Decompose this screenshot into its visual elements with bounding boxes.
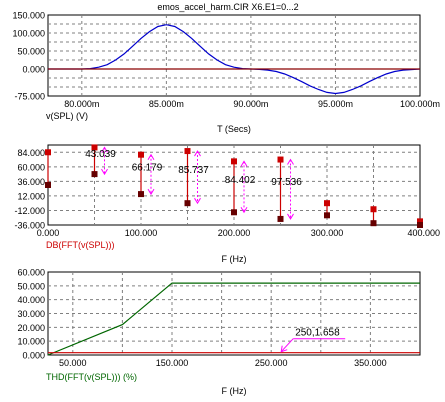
fft-x-tick-label: 400.000 xyxy=(407,228,440,238)
fft-marker-top xyxy=(45,149,51,156)
time-x-tick-label: 80.000m xyxy=(64,99,99,109)
window-title: emos_accel_harm.CIR X6.E1=0...2 xyxy=(157,2,298,12)
fft-annotation-arrow-head-top xyxy=(194,150,201,157)
thd-y-tick-label: 40.000 xyxy=(17,295,45,305)
fft-marker-bottom xyxy=(324,212,330,219)
fft-plot[interactable]: -36.000 -12.000 12.000 36.000 60.000 84.000 0… xyxy=(14,144,440,264)
fft-annotation-arrow-head-top xyxy=(240,160,248,167)
fft-marker-bottom xyxy=(184,200,191,207)
time-plot-series xyxy=(48,24,421,95)
time-plot-y-ticks: -75.000 0.000 50.000 100.000 150.000 xyxy=(12,11,45,102)
fft-annotation-arrow-head-bottom xyxy=(240,207,248,214)
fft-marker-top xyxy=(370,206,377,213)
fft-marker-top xyxy=(231,158,237,165)
thd-plot[interactable]: 0.000 10.000 20.000 30.000 40.000 50.000 60.00… xyxy=(17,268,421,397)
thd-annotation-leader xyxy=(280,338,294,353)
fft-plot-x-label: F (Hz) xyxy=(222,254,247,264)
fft-marker-bottom xyxy=(45,182,51,188)
fft-y-tick-label: -12.000 xyxy=(14,206,45,216)
time-y-tick-label: 0.000 xyxy=(22,65,45,75)
thd-plot-series xyxy=(47,282,420,356)
fft-annotation-arrow-head-bottom xyxy=(287,213,294,220)
thd-plot-annotations: 250,1.658 xyxy=(280,328,346,353)
fft-x-tick-label: 0.000 xyxy=(37,228,60,238)
fft-annotation-arrow-head-bottom xyxy=(147,188,155,196)
time-x-tick-label: 95.000m xyxy=(318,99,353,109)
fft-y-tick-label: 36.000 xyxy=(17,177,45,187)
fft-annotation-arrow-head-top xyxy=(101,146,108,153)
thd-annotation-label: 250,1.658 xyxy=(295,328,340,339)
thd-x-tick-label: 50.000 xyxy=(59,358,87,368)
fft-marker-top xyxy=(277,156,284,163)
fft-plot-annotations: 43.039 66.179 85.737 84.402 97.536 xyxy=(85,146,302,220)
fft-marker-bottom xyxy=(91,171,98,178)
time-plot-y-label: v(SPL) (V) xyxy=(46,111,88,121)
fft-y-tick-label: 84.000 xyxy=(17,148,45,158)
time-domain-plot[interactable]: -75.000 0.000 50.000 100.000 150.000 80.000m… xyxy=(12,11,440,135)
time-x-tick-label: 100.000m xyxy=(400,99,440,109)
thd-y-tick-label: 0.000 xyxy=(22,351,45,361)
thd-plot-y-label: THD(FFT(v(SPL))) (%) xyxy=(46,372,137,382)
fft-annotation-label: 84.402 xyxy=(225,175,256,186)
thd-plot-y-ticks: 0.000 10.000 20.000 30.000 40.000 50.000 60.00… xyxy=(17,268,45,361)
fft-y-tick-label: -36.000 xyxy=(14,221,45,231)
fft-marker-bottom xyxy=(138,191,144,198)
fft-annotation-label: 85.737 xyxy=(178,165,209,176)
fft-annotation-label: 43.039 xyxy=(85,149,116,160)
fft-marker-top xyxy=(417,218,423,225)
thd-y-tick-label: 60.000 xyxy=(17,268,45,278)
fft-plot-x-ticks: 0.000 100.000 200.000 300.000 400.000 xyxy=(37,228,440,238)
fft-marker-top xyxy=(324,200,330,207)
time-y-tick-label: -75.000 xyxy=(14,92,45,102)
thd-plot-grid xyxy=(48,272,420,355)
fft-marker-top xyxy=(91,144,98,151)
thd-y-tick-label: 20.000 xyxy=(17,323,45,333)
fft-annotation-label: 97.536 xyxy=(271,177,302,188)
fft-annotation-arrow-head-bottom xyxy=(101,168,108,176)
fft-plot-stems xyxy=(45,144,423,228)
fft-marker-bottom xyxy=(370,220,377,227)
time-plot-x-ticks: 80.000m 85.000m 90.000m 95.000m 100.000m xyxy=(64,99,440,109)
fft-marker-bottom xyxy=(231,209,237,216)
fft-x-tick-label: 200.000 xyxy=(218,228,251,238)
thd-annotation-head xyxy=(280,345,288,353)
fft-annotation-arrow-head-bottom xyxy=(194,197,201,205)
fft-annotation-arrow-head-top xyxy=(287,158,294,165)
fft-annotation-arrow-head-top xyxy=(147,153,155,160)
fft-marker-bottom xyxy=(277,215,284,222)
fft-y-tick-label: 60.000 xyxy=(17,162,45,172)
time-x-tick-label: 85.000m xyxy=(149,99,184,109)
time-plot-frame xyxy=(47,14,421,97)
time-x-tick-label: 90.000m xyxy=(233,99,268,109)
time-y-tick-label: 150.000 xyxy=(12,11,45,21)
thd-x-tick-label: 150.000 xyxy=(156,358,189,368)
fft-x-tick-label: 300.000 xyxy=(311,228,344,238)
fft-y-tick-label: 12.000 xyxy=(17,191,45,201)
fft-plot-y-label: DB(FFT(v(SPL))) xyxy=(46,240,115,250)
fft-marker-top xyxy=(184,148,191,155)
fft-plot-y-ticks: -36.000 -12.000 12.000 36.000 60.000 84.000 xyxy=(14,148,45,231)
thd-plot-x-label: F (Hz) xyxy=(222,386,247,396)
thd-y-tick-label: 50.000 xyxy=(17,281,45,291)
fft-marker-top xyxy=(138,151,144,158)
fft-annotation-label: 66.179 xyxy=(132,162,163,173)
thd-x-tick-label: 250.000 xyxy=(255,358,288,368)
fft-marker-bottom xyxy=(417,222,423,228)
time-y-tick-label: 50.000 xyxy=(17,47,45,57)
fft-x-tick-label: 100.000 xyxy=(125,228,158,238)
thd-y-tick-label: 30.000 xyxy=(17,309,45,319)
thd-x-tick-label: 350.000 xyxy=(354,358,387,368)
thd-y-tick-label: 10.000 xyxy=(17,337,45,347)
time-y-tick-label: 100.000 xyxy=(12,29,45,39)
thd-plot-x-ticks: 50.000 150.000 250.000 350.000 xyxy=(59,358,387,368)
time-plot-x-label: T (Secs) xyxy=(217,124,251,134)
thd-series-line xyxy=(47,282,420,356)
